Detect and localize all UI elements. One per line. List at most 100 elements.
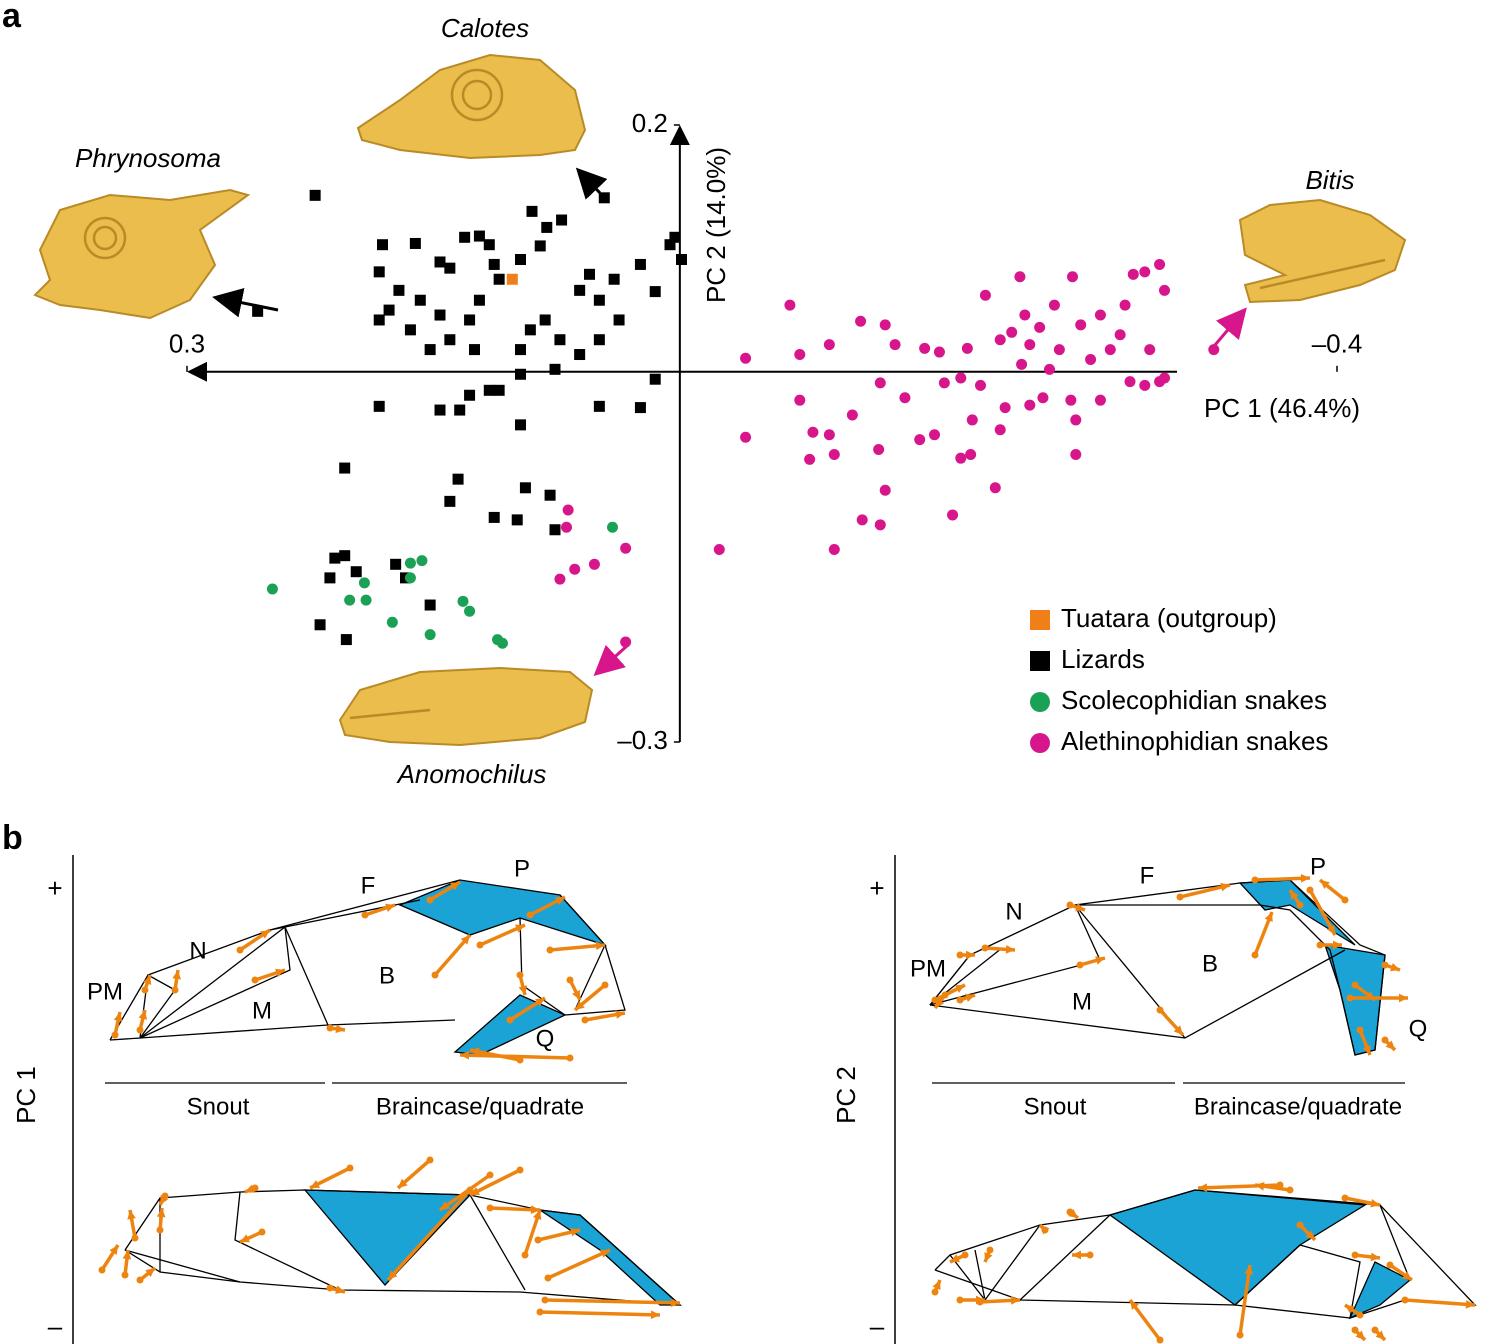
data-point bbox=[593, 294, 605, 306]
data-point bbox=[1070, 448, 1082, 460]
vector-head bbox=[1305, 1230, 1315, 1240]
pc-label: PC 1 bbox=[11, 1066, 41, 1124]
region-label: Braincase/quadrate bbox=[1194, 1093, 1402, 1120]
data-point bbox=[955, 372, 967, 384]
vector-origin bbox=[566, 1054, 574, 1062]
vector-head bbox=[1355, 1330, 1365, 1340]
data-point bbox=[929, 429, 940, 441]
vector-origin bbox=[541, 1296, 549, 1304]
vector-origin bbox=[1356, 1026, 1364, 1034]
pointer-arrow bbox=[575, 167, 608, 200]
region-label: Braincase/quadrate bbox=[376, 1093, 584, 1120]
vector-origin bbox=[121, 1271, 129, 1279]
vector-head bbox=[1465, 1300, 1475, 1309]
data-point bbox=[390, 558, 402, 570]
data-point bbox=[444, 495, 456, 507]
vector-origin bbox=[1066, 901, 1074, 909]
shape-vector bbox=[1197, 1183, 1281, 1190]
vector-head bbox=[1198, 1183, 1208, 1193]
data-point bbox=[1053, 344, 1065, 356]
vector-origin bbox=[111, 1031, 119, 1039]
y-tick-label: 0.2 bbox=[632, 108, 668, 138]
vector-origin bbox=[131, 1234, 139, 1242]
vector-head bbox=[1072, 1250, 1082, 1260]
vector-origin bbox=[506, 1016, 514, 1024]
wireframe bbox=[929, 954, 971, 1006]
wireframe bbox=[469, 1194, 526, 1291]
shape-vector bbox=[459, 1053, 571, 1060]
landmark-label: M bbox=[252, 997, 272, 1024]
vector-head bbox=[595, 941, 605, 951]
vector-head bbox=[1264, 912, 1273, 922]
data-point bbox=[828, 543, 840, 555]
vector-head bbox=[670, 1298, 680, 1308]
data-point bbox=[999, 402, 1011, 414]
vector-origin bbox=[536, 1308, 544, 1316]
panel-label: a bbox=[2, 0, 22, 35]
data-point bbox=[1159, 284, 1170, 296]
data-point bbox=[634, 258, 646, 270]
data-point bbox=[1034, 321, 1046, 333]
data-point bbox=[324, 572, 336, 584]
data-point bbox=[620, 542, 632, 554]
region-label: Snout bbox=[1024, 1093, 1087, 1120]
vector-origin bbox=[1086, 1251, 1094, 1259]
data-point bbox=[424, 599, 436, 611]
vector-origin bbox=[156, 1226, 164, 1234]
vector-head bbox=[460, 935, 470, 945]
vector-origin bbox=[961, 1251, 969, 1259]
data-point bbox=[1114, 329, 1126, 341]
vector-origin bbox=[956, 951, 964, 959]
vector-origin bbox=[1076, 961, 1084, 969]
data-point bbox=[899, 392, 911, 404]
data-point bbox=[1006, 326, 1018, 338]
legend-marker bbox=[1030, 733, 1050, 753]
data-point bbox=[1037, 392, 1049, 404]
data-point bbox=[961, 342, 973, 354]
landmark-label: P bbox=[514, 855, 530, 882]
vector-origin bbox=[1296, 901, 1304, 909]
data-point bbox=[534, 240, 546, 252]
skull-bitis bbox=[1238, 198, 1407, 304]
data-point bbox=[879, 319, 891, 331]
vector-head bbox=[572, 990, 580, 1000]
data-point bbox=[1014, 271, 1026, 283]
data-point bbox=[373, 314, 385, 326]
vector-head bbox=[965, 993, 975, 1002]
vector-head bbox=[310, 1180, 320, 1188]
shape-vector bbox=[544, 1298, 681, 1305]
data-point bbox=[409, 237, 421, 249]
data-point bbox=[634, 402, 646, 414]
shape-vector bbox=[438, 1173, 492, 1212]
legend-label: Scolecophidian snakes bbox=[1061, 685, 1327, 715]
data-point bbox=[515, 254, 526, 266]
landmark-label: P bbox=[1310, 853, 1326, 880]
shape-vector bbox=[539, 1310, 661, 1317]
data-point bbox=[515, 419, 526, 431]
data-point bbox=[515, 344, 526, 356]
x-tick-label: 0.3 bbox=[169, 329, 205, 359]
wireframe bbox=[139, 925, 291, 1039]
data-point bbox=[608, 273, 620, 285]
wireframe bbox=[124, 1249, 241, 1283]
data-point bbox=[855, 315, 867, 327]
data-point bbox=[515, 368, 526, 380]
data-point bbox=[873, 444, 885, 456]
wireframe bbox=[109, 974, 176, 1041]
data-point bbox=[649, 373, 661, 385]
data-point bbox=[1154, 258, 1166, 270]
vector-head bbox=[1005, 945, 1015, 954]
data-point bbox=[955, 452, 967, 464]
data-point bbox=[424, 629, 436, 641]
data-point bbox=[562, 504, 574, 516]
vector-head bbox=[172, 970, 181, 980]
data-point bbox=[464, 389, 476, 401]
vector-head bbox=[1320, 880, 1330, 890]
data-point bbox=[496, 637, 508, 649]
data-point bbox=[544, 489, 556, 501]
vector-head bbox=[1402, 1271, 1412, 1280]
data-point bbox=[434, 309, 446, 321]
vector-origin bbox=[956, 1296, 964, 1304]
landmark-label: N bbox=[1005, 898, 1022, 925]
